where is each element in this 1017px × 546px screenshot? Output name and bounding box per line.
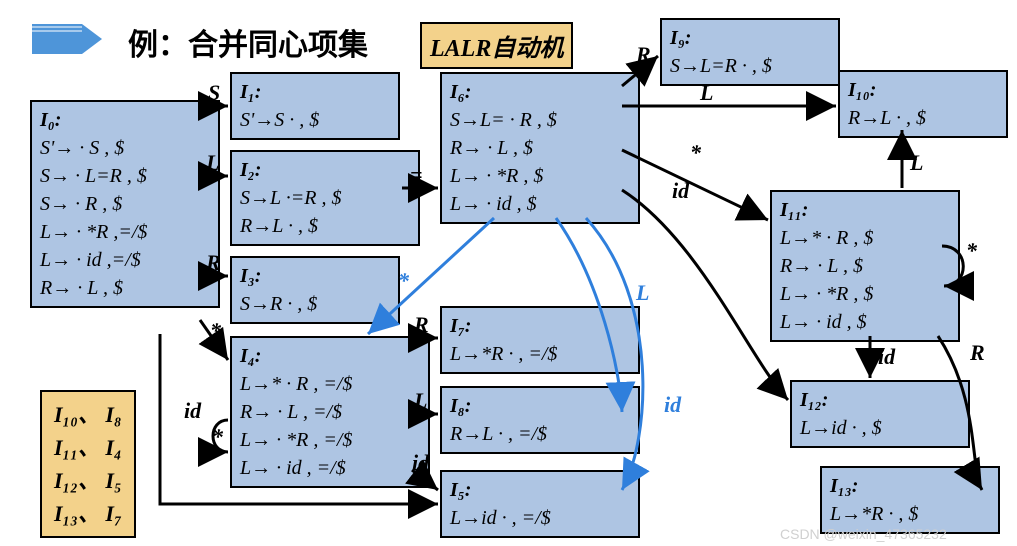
merge-row: I₁₀、 I₈	[54, 398, 122, 431]
edge-label: S	[208, 80, 220, 106]
edge-label: id	[672, 178, 689, 204]
production-item: S→R · , $	[240, 290, 390, 318]
state-I5: I₅:L→id · , =/$	[440, 470, 640, 538]
state-I9: I₉:S→L=R · , $	[660, 18, 840, 86]
state-label: I₅:	[450, 476, 630, 504]
production-item: S→ · R , $	[40, 190, 210, 218]
merge-row: I₁₃、 I₇	[54, 497, 122, 530]
edge-label: R	[970, 340, 985, 366]
state-I1: I₁:S'→S · , $	[230, 72, 400, 140]
edge-label: id	[184, 398, 201, 424]
production-item: R→ · L , =/$	[240, 398, 420, 426]
state-I4: I₄:L→* · R , =/$R→ · L , =/$L→ · *R , =/…	[230, 336, 430, 488]
production-item: L→ · id ,=/$	[40, 246, 210, 274]
edge-label: L	[910, 150, 923, 176]
merge-row: I₁₂、 I₅	[54, 464, 122, 497]
state-label: I₃:	[240, 262, 390, 290]
state-I12: I₁₂:L→id · , $	[790, 380, 970, 448]
production-item: S'→ · S , $	[40, 134, 210, 162]
production-item: S'→S · , $	[240, 106, 390, 134]
watermark: CSDN @weixin_47365232	[780, 526, 947, 542]
state-label: I₀:	[40, 106, 210, 134]
state-I13: I₁₃:L→*R · , $	[820, 466, 1000, 534]
page-title: 例：合并同心项集	[128, 20, 368, 64]
state-label: I₁₀:	[848, 76, 998, 104]
production-item: L→*R · , =/$	[450, 340, 630, 368]
production-item: S→L= · R , $	[450, 106, 630, 134]
production-item: R→ · L , $	[450, 134, 630, 162]
state-I0: I₀:S'→ · S , $S→ · L=R , $S→ · R , $L→ ·…	[30, 100, 220, 308]
edge-label: R	[414, 312, 429, 338]
production-item: R→ · L , $	[780, 252, 950, 280]
state-label: I₁₃:	[830, 472, 990, 500]
edge-label: R	[636, 42, 651, 68]
edge-label: id	[412, 450, 429, 476]
state-I8: I₈:R→L · , =/$	[440, 386, 640, 454]
edge-label: L	[414, 388, 427, 414]
production-item: L→ · *R ,=/$	[40, 218, 210, 246]
edge-label: id	[664, 392, 681, 418]
production-item: S→L=R · , $	[670, 52, 830, 80]
production-item: L→id · , =/$	[450, 504, 630, 532]
production-item: L→ · *R , $	[450, 162, 630, 190]
state-label: I₁₂:	[800, 386, 960, 414]
production-item: L→ · *R , =/$	[240, 426, 420, 454]
edge-label: L	[636, 280, 649, 306]
production-item: L→ · id , $	[780, 308, 950, 336]
state-I3: I₃:S→R · , $	[230, 256, 400, 324]
state-I6: I₆:S→L= · R , $R→ · L , $L→ · *R , $L→ ·…	[440, 72, 640, 224]
production-item: L→*R · , $	[830, 500, 990, 528]
edge-label: L	[206, 150, 219, 176]
state-I10: I₁₀:R→L · , $	[838, 70, 1008, 138]
edge-label: =	[410, 162, 423, 188]
production-item: L→ · id , $	[450, 190, 630, 218]
edge-label: *	[966, 238, 977, 264]
production-item: L→ · *R , $	[780, 280, 950, 308]
production-item: R→L · , $	[240, 212, 410, 240]
production-item: S→ · L=R , $	[40, 162, 210, 190]
production-item: L→* · R , $	[780, 224, 950, 252]
production-item: L→* · R , =/$	[240, 370, 420, 398]
edge-label: id	[878, 344, 895, 370]
edge-label: *	[210, 318, 221, 344]
state-label: I₈:	[450, 392, 630, 420]
lalr-badge: LALR自动机	[420, 22, 573, 69]
state-label: I₉:	[670, 24, 830, 52]
production-item: L→ · id , =/$	[240, 454, 420, 482]
edge-label: *	[212, 424, 223, 450]
state-I2: I₂:S→L ·=R , $R→L · , $	[230, 150, 420, 246]
production-item: R→ · L , $	[40, 274, 210, 302]
state-label: I₁₁:	[780, 196, 950, 224]
state-I7: I₇:L→*R · , =/$	[440, 306, 640, 374]
state-label: I₁:	[240, 78, 390, 106]
production-item: R→L · , $	[848, 104, 998, 132]
production-item: S→L ·=R , $	[240, 184, 410, 212]
state-label: I₄:	[240, 342, 420, 370]
production-item: L→id · , $	[800, 414, 960, 442]
title-arrow-icon	[32, 24, 102, 54]
merge-legend: I₁₀、 I₈I₁₁、 I₄I₁₂、 I₅I₁₃、 I₇	[40, 390, 136, 538]
production-item: R→L · , =/$	[450, 420, 630, 448]
state-label: I₇:	[450, 312, 630, 340]
state-label: I₂:	[240, 156, 410, 184]
merge-row: I₁₁、 I₄	[54, 431, 122, 464]
state-I11: I₁₁:L→* · R , $R→ · L , $L→ · *R , $L→ ·…	[770, 190, 960, 342]
edge-label: *	[398, 268, 409, 294]
edge-label: R	[206, 250, 221, 276]
edge-label: L	[700, 80, 713, 106]
state-label: I₆:	[450, 78, 630, 106]
edge-label: *	[690, 140, 701, 166]
